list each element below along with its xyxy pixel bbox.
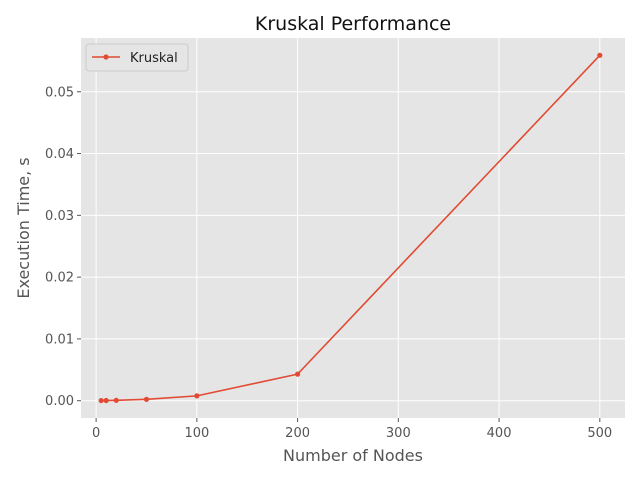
legend-label-kruskal: Kruskal	[130, 51, 178, 66]
data-point	[103, 397, 109, 404]
chart-title: Kruskal Performance	[255, 13, 451, 35]
y-tick-label: 0.04	[45, 147, 74, 162]
x-tick-label: 0	[92, 426, 100, 441]
plot-background	[81, 38, 625, 418]
series-layer	[98, 52, 603, 404]
data-point	[194, 393, 200, 399]
x-tick-label: 200	[285, 426, 310, 441]
legend-marker-kruskal	[103, 54, 109, 60]
grid-lines	[77, 38, 625, 422]
x-tick-label: 100	[184, 426, 209, 441]
y-axis-title: Execution Time, s	[14, 157, 33, 298]
x-axis-title: Number of Nodes	[283, 446, 423, 465]
y-tick-label: 0.01	[45, 332, 74, 347]
data-point	[113, 397, 119, 403]
legend-box	[85, 43, 189, 72]
data-point	[597, 52, 603, 58]
data-point	[98, 397, 104, 404]
data-point	[143, 396, 150, 402]
y-tick-label: 0.03	[45, 209, 74, 224]
x-tick-label: 400	[487, 426, 512, 441]
y-tick-label: 0.05	[45, 85, 74, 100]
x-tick-label: 500	[587, 426, 612, 441]
y-tick-label: 0.02	[45, 271, 74, 286]
y-tick-label: 0.00	[45, 394, 74, 409]
data-point	[294, 371, 301, 377]
x-tick-label: 300	[386, 426, 411, 441]
legend: Kruskal	[85, 43, 189, 72]
tick-labels: 0 100 200 300 400 500 0.00 0.01 0.02 0.03 0.04 0.05	[45, 85, 612, 441]
